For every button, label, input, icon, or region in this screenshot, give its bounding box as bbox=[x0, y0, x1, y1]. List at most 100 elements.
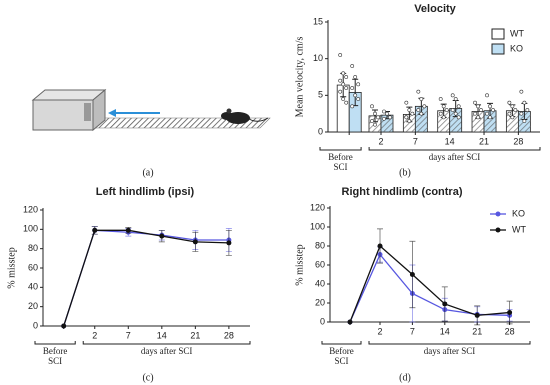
x-tick-label: 28 bbox=[224, 330, 234, 340]
bar-hatch bbox=[437, 110, 450, 132]
y-tick-label: 10 bbox=[313, 53, 323, 63]
series-line bbox=[349, 244, 510, 323]
data-point bbox=[513, 108, 518, 112]
y-tick-label: 40 bbox=[28, 282, 38, 292]
x-tick-label: 21 bbox=[472, 326, 482, 336]
data-point bbox=[510, 115, 515, 120]
x-tick-label: 7 bbox=[410, 326, 415, 336]
data-point bbox=[456, 115, 461, 120]
group-bracket bbox=[82, 341, 251, 345]
data-point bbox=[382, 116, 386, 121]
data-point bbox=[438, 111, 443, 116]
group-label-box: Before SCI bbox=[329, 346, 354, 366]
data-point bbox=[410, 111, 415, 116]
mouse bbox=[221, 108, 269, 124]
data-point bbox=[444, 108, 449, 112]
chart-title: Left hindlimb (ipsi) bbox=[96, 186, 195, 198]
data-point bbox=[510, 104, 515, 109]
data-point bbox=[373, 122, 377, 127]
bar-hatch bbox=[472, 111, 485, 132]
y-tick-label: 0 bbox=[318, 126, 323, 136]
marker bbox=[61, 323, 67, 329]
data-point bbox=[491, 108, 495, 112]
group-label: Before SCI bbox=[329, 346, 354, 366]
arrow-head bbox=[108, 109, 116, 117]
data-point bbox=[453, 97, 458, 101]
legend-label: WT bbox=[512, 224, 526, 234]
box-door bbox=[84, 103, 91, 121]
y-tick-label: 100 bbox=[310, 221, 325, 231]
panel-label: (a) bbox=[142, 167, 153, 178]
legend-label: KO bbox=[512, 208, 525, 218]
data-point bbox=[341, 71, 346, 76]
x-tick-label: 21 bbox=[479, 136, 489, 146]
box-front bbox=[32, 99, 94, 131]
y-tick-label: 80 bbox=[28, 243, 38, 253]
bar-hatch bbox=[449, 108, 462, 132]
data-point bbox=[404, 115, 409, 120]
data-point bbox=[356, 97, 361, 101]
data-point bbox=[344, 75, 349, 79]
data-point bbox=[522, 100, 527, 105]
y-axis-label: % misstep bbox=[294, 244, 305, 285]
data-point bbox=[350, 64, 355, 68]
marker bbox=[474, 312, 480, 318]
data-point bbox=[344, 100, 349, 105]
chart-title: Right hindlimb (contra) bbox=[342, 186, 463, 198]
x-tick-label: 7 bbox=[126, 330, 131, 340]
y-tick-label: 80 bbox=[315, 240, 325, 250]
y-tick-label: 20 bbox=[315, 297, 325, 307]
y-axis-label: Mean velocity, cm/s bbox=[294, 37, 305, 118]
data-point bbox=[476, 104, 480, 109]
group-label: Before SCI bbox=[42, 346, 68, 366]
series-line bbox=[349, 253, 510, 323]
chart: Right hindlimb (contra) % misstep (d) 0 20 40… bbox=[294, 186, 531, 383]
series-line bbox=[63, 229, 229, 327]
panel-label: (b) bbox=[399, 167, 411, 178]
group-label: days after SCI bbox=[140, 346, 193, 356]
legend-label: KO bbox=[510, 43, 523, 53]
x-tick-label: 7 bbox=[413, 136, 418, 146]
marker bbox=[226, 240, 232, 246]
data-point bbox=[519, 111, 524, 116]
group-label-box: Before SCI bbox=[42, 346, 68, 366]
x-tick-label: 2 bbox=[92, 330, 97, 340]
x-tick-label: 21 bbox=[190, 330, 200, 340]
data-point bbox=[488, 115, 492, 120]
data-point bbox=[476, 115, 480, 120]
data-point bbox=[350, 104, 355, 109]
legend-marker bbox=[495, 211, 501, 217]
data-point bbox=[419, 97, 424, 101]
data-point bbox=[338, 89, 343, 94]
group-bracket bbox=[321, 341, 362, 345]
data-point bbox=[356, 82, 361, 87]
data-point bbox=[385, 111, 389, 116]
data-point bbox=[382, 109, 386, 114]
legend-label: WT bbox=[510, 28, 524, 38]
chart-title: Velocity bbox=[414, 3, 456, 15]
data-point bbox=[450, 93, 455, 98]
y-tick-label: 20 bbox=[28, 301, 38, 311]
data-point bbox=[373, 111, 377, 116]
data-point bbox=[388, 115, 392, 120]
x-tick-label: 2 bbox=[378, 136, 383, 146]
y-tick-label: 15 bbox=[313, 16, 323, 26]
y-tick-label: 40 bbox=[315, 278, 325, 288]
data-point bbox=[441, 104, 446, 109]
data-point bbox=[370, 104, 374, 109]
group-bracket bbox=[368, 341, 531, 345]
data-point bbox=[416, 89, 421, 94]
illustration: (a) bbox=[31, 88, 271, 178]
data-point bbox=[525, 108, 530, 112]
data-point bbox=[507, 111, 512, 116]
data-point bbox=[370, 119, 374, 123]
data-point bbox=[485, 111, 489, 116]
panel-label: (d) bbox=[399, 372, 411, 383]
legend-marker bbox=[495, 227, 501, 233]
legend-swatch bbox=[491, 43, 505, 55]
marker bbox=[192, 239, 198, 245]
marker bbox=[442, 301, 448, 307]
data-point bbox=[479, 108, 483, 112]
legend-swatch bbox=[491, 28, 505, 40]
data-point bbox=[419, 111, 424, 116]
